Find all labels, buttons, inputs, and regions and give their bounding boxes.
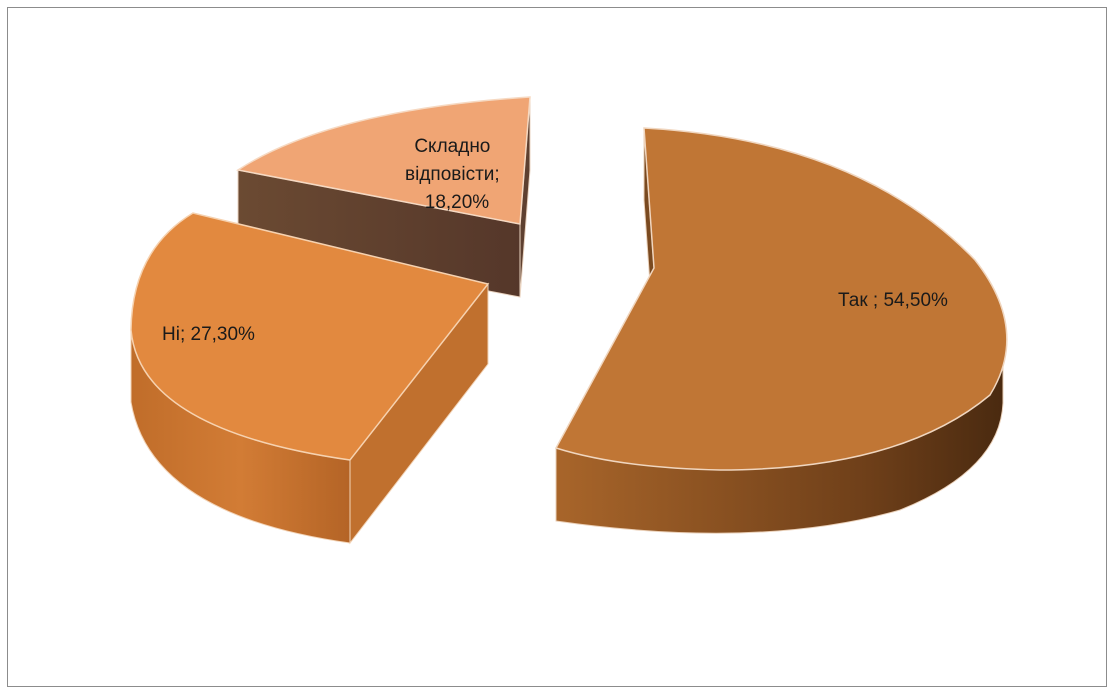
slice-tak-top — [554, 127, 1008, 471]
data-label-tak: Так ; 54,50% — [838, 290, 948, 311]
data-label-skladno-line2: відповісти; — [405, 164, 500, 185]
slice-ni — [130, 212, 490, 545]
slice-skladno-top — [236, 96, 531, 225]
data-label-skladno-line3: 18,20% — [425, 192, 490, 213]
data-label-skladno-line1: Складно — [414, 136, 490, 157]
data-label-skladno: Складно відповісти; 18,20% — [405, 136, 505, 213]
slice-ni-top — [130, 212, 490, 461]
slice-skladno — [236, 96, 531, 298]
data-label-ni: Ні; 27,30% — [162, 324, 255, 345]
slice-tak — [554, 127, 1008, 534]
